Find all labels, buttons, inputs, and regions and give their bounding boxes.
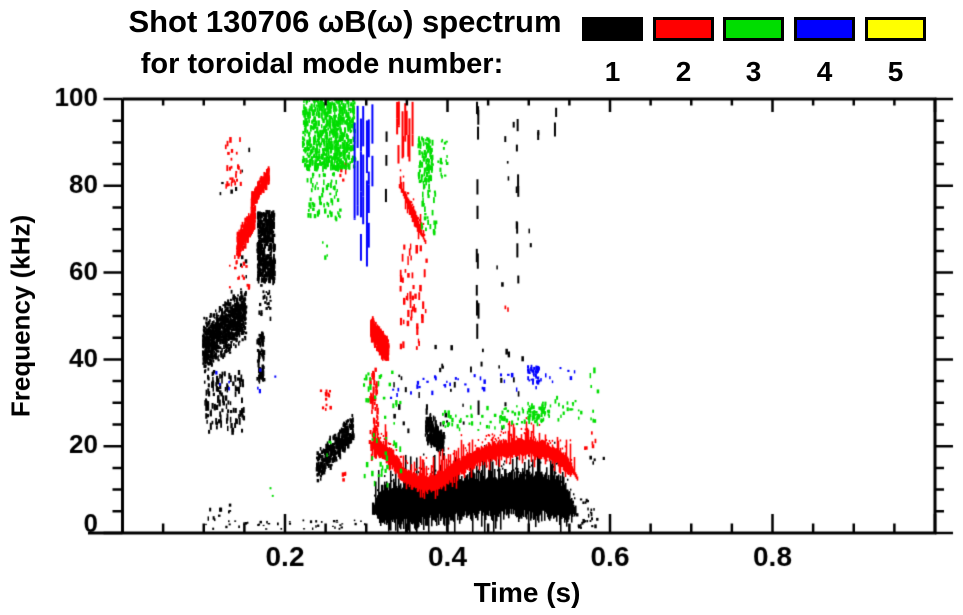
chart-title: Shot 130706 ωB(ω) spectrum (128, 4, 562, 39)
legend-swatch-mode-1 (582, 17, 643, 41)
legend-label-mode-2: 2 (675, 56, 692, 87)
legend-swatch-mode-3 (723, 17, 784, 41)
legend-label-mode-1: 1 (604, 56, 621, 87)
legend-label-mode-5: 5 (887, 56, 904, 87)
legend-swatch-mode-4 (794, 17, 855, 41)
mode-legend: 1 2 3 4 5 (0, 0, 963, 90)
legend-label-mode-3: 3 (745, 56, 762, 87)
legend-swatch-mode-5 (865, 17, 926, 41)
x-axis-label: Time (s) (473, 577, 581, 608)
legend-swatch-mode-2 (653, 17, 714, 41)
y-axis-label-text: Frequency (kHz) (5, 214, 36, 418)
legend-label-mode-4: 4 (816, 56, 833, 87)
chart-subtitle: for toroidal mode number: (140, 48, 504, 80)
